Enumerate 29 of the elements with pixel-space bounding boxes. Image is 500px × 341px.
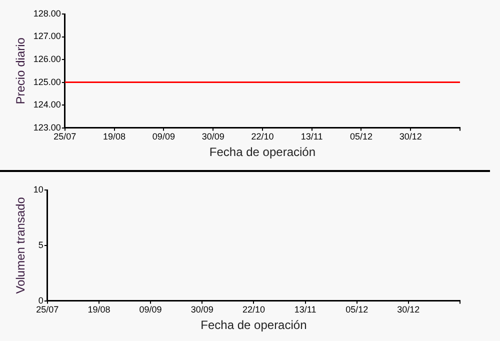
x-tick-label: 13/11 [294, 304, 316, 315]
y-tick-label: 127.00 [33, 31, 61, 42]
y-tick-label: 10 [33, 184, 44, 194]
x-tick-label: 05/12 [346, 304, 368, 315]
y-tick-label: 128.00 [33, 8, 61, 18]
x-tick-label: 22/10 [242, 304, 265, 315]
x-tick-label: 30/12 [397, 304, 420, 315]
x-tick-label: 19/08 [88, 304, 110, 315]
x-tick-label: 30/09 [202, 132, 224, 142]
x-tick-label: 30/12 [399, 132, 422, 142]
x-tick-label: 19/08 [103, 132, 126, 142]
x-tick-label: 05/12 [350, 132, 372, 142]
x-tick-label: 25/07 [36, 304, 59, 315]
x-axis-title: Fecha de operación [209, 145, 316, 160]
y-axis-title: Volumen transado [14, 196, 28, 294]
x-tick-label: 25/07 [54, 132, 76, 142]
x-tick-label: 22/10 [251, 132, 274, 142]
y-tick-label: 0 [38, 295, 44, 306]
y-tick-label: 123.00 [33, 122, 61, 132]
x-tick-label: 30/09 [190, 304, 214, 315]
x-tick-label: 09/09 [152, 132, 175, 142]
y-tick-label: 125.00 [33, 76, 61, 87]
y-tick-label: 126.00 [33, 54, 61, 64]
x-tick-label: 13/11 [300, 132, 323, 142]
y-axis-title: Precio diario [14, 37, 28, 104]
y-tick-label: 5 [38, 240, 44, 250]
y-tick-label: 124.00 [33, 100, 61, 110]
x-tick-label: 09/09 [139, 304, 162, 315]
x-axis-title: Fecha de operación [200, 318, 307, 332]
